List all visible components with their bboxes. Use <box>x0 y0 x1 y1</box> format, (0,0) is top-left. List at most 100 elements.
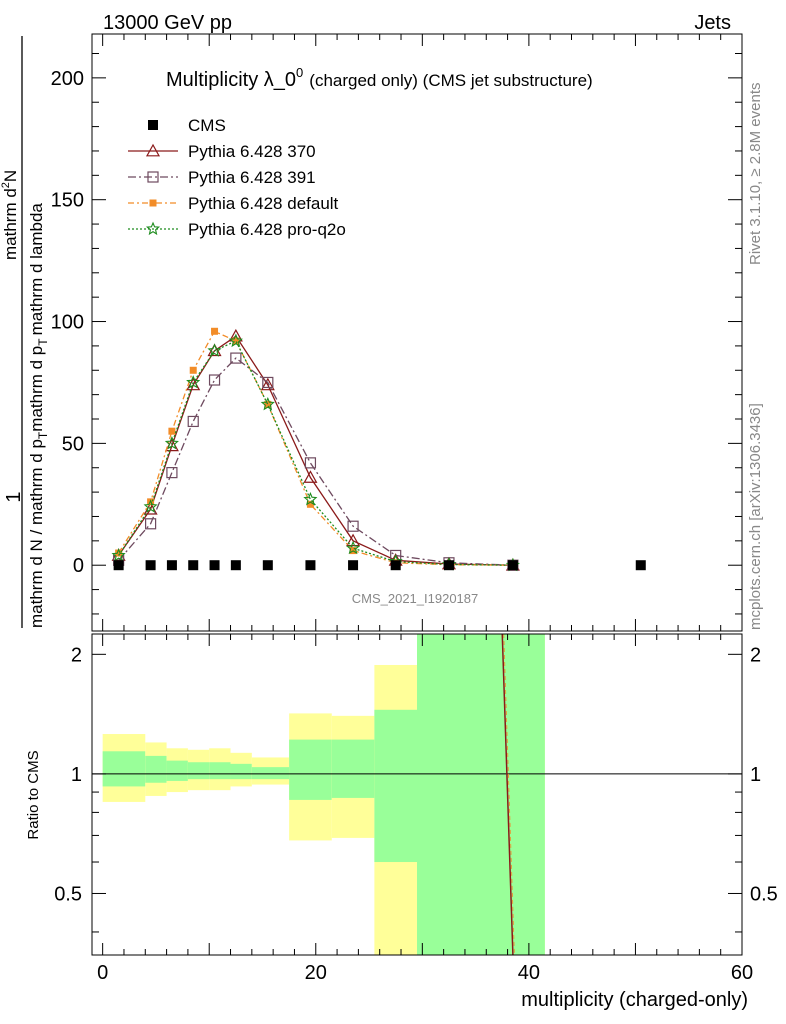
main-plot-data <box>111 327 646 572</box>
ratio-plot-axes: 0 20 40 60 0.5 0.5 1 1 2 2 <box>54 634 778 984</box>
main-y-tick-label: 0 <box>73 555 84 577</box>
legend-item: Pythia 6.428 370 <box>128 142 316 161</box>
ratio-band-green <box>187 762 210 780</box>
x-axis-label: multiplicity (charged-only) <box>521 989 748 1011</box>
main-plot-axes: 0 50 100 150 200 <box>51 34 743 631</box>
ratio-y-tick-label: 1 <box>71 764 82 786</box>
data-point <box>145 560 156 571</box>
ratio-band-green <box>251 767 290 780</box>
data-point <box>305 560 316 571</box>
data-point <box>189 366 197 374</box>
series-2 <box>113 352 519 571</box>
data-point <box>188 560 199 571</box>
main-y-tick-label: 100 <box>51 312 84 334</box>
main-y-tick-label: 150 <box>51 190 84 212</box>
plot-title-main: Multiplicity λ_0 <box>166 69 296 91</box>
main-y-tick-label: 50 <box>62 433 84 455</box>
data-point <box>115 549 123 557</box>
data-point <box>303 470 318 483</box>
data-point <box>207 343 222 357</box>
data-point <box>507 560 518 571</box>
series-line <box>118 340 513 566</box>
main-plot: 0 50 100 150 200 <box>51 33 743 632</box>
data-point <box>207 343 222 357</box>
data-point <box>186 375 201 389</box>
legend: CMS Pythia 6.428 370 Pythia 6.428 391 Pythi… <box>128 116 346 239</box>
data-point <box>260 377 275 391</box>
header-process-label: Jets <box>694 12 731 34</box>
data-point <box>262 376 274 389</box>
data-point <box>346 533 361 547</box>
plot-title-sup: 0 <box>296 65 303 80</box>
data-point <box>264 400 272 408</box>
x-tick-label: 0 <box>97 962 108 984</box>
data-point <box>209 560 220 571</box>
data-point <box>164 435 179 450</box>
data-point <box>166 560 177 571</box>
series-line <box>118 330 513 566</box>
ylabel-top-fraction: mathrm d2N <box>0 170 20 260</box>
ylabel-top-d: mathrm d <box>1 188 20 260</box>
data-point <box>347 520 359 532</box>
plot-title: Multiplicity λ_00 (charged only) (CMS jet… <box>166 65 593 91</box>
ratio-band-green <box>102 751 146 787</box>
x-tick-label: 40 <box>518 962 540 984</box>
ylabel-den-part2: mathrm d p <box>27 346 46 432</box>
ylabel-den-part3: mathrm d lambda <box>27 203 46 336</box>
header-energy-label: 13000 GeV pp <box>103 12 232 34</box>
ylabel-den-T: T <box>36 431 50 439</box>
series-line <box>118 357 513 566</box>
data-point <box>306 500 314 508</box>
data-point <box>148 120 158 130</box>
ylabel-top-N: N <box>1 170 20 182</box>
analysis-watermark: CMS_2021_I1920187 <box>352 591 479 606</box>
data-point <box>187 415 199 428</box>
ylabel-den-T2: T <box>36 338 50 346</box>
ratio-band-green <box>230 763 252 780</box>
ratio-y-tick-label-right: 0.5 <box>750 883 778 905</box>
data-point <box>346 540 361 555</box>
ylabel-top-exp: 2 <box>0 182 12 188</box>
ratio-plot: 0 20 40 60 0.5 0.5 1 1 2 2 <box>54 633 778 984</box>
data-point <box>262 560 273 571</box>
ratio-y-tick-label: 2 <box>71 644 82 666</box>
data-point <box>390 560 401 571</box>
ratio-band-green <box>209 762 231 780</box>
data-point <box>211 327 219 335</box>
legend-item: CMS <box>148 116 226 135</box>
legend-item: Pythia 6.428 default <box>128 194 339 213</box>
plot-title-rest: (charged only) (CMS jet substructure) <box>309 71 592 90</box>
data-point <box>147 171 159 183</box>
ratio-band-green <box>289 739 332 800</box>
ylabel-denominator: mathrm d N / mathrm d pTmathrm d pTmathr… <box>27 203 50 628</box>
ratio-series-line <box>501 633 514 956</box>
data-point <box>113 560 124 571</box>
series-1 <box>111 328 520 571</box>
rivet-version-label: Rivet 3.1.10, ≥ 2.8M events <box>747 83 764 266</box>
data-point <box>232 337 240 345</box>
data-point <box>143 499 158 513</box>
ylabel-numerator: 1 <box>3 491 25 502</box>
legend-item: Pythia 6.428 pro-q2o <box>128 220 346 239</box>
legend-label: Pythia 6.428 370 <box>188 142 316 161</box>
data-point <box>145 221 161 236</box>
data-point <box>145 518 157 530</box>
legend-label: Pythia 6.428 default <box>188 194 339 213</box>
ratio-band-green <box>417 634 545 955</box>
data-point <box>303 491 318 506</box>
x-tick-label: 20 <box>305 962 327 984</box>
series-line <box>118 335 513 566</box>
ratio-plot-frame <box>91 633 743 956</box>
ratio-band-green <box>331 739 375 798</box>
data-point <box>166 467 178 479</box>
legend-item: Pythia 6.428 391 <box>128 168 316 187</box>
ratio-ylabel: Ratio to CMS <box>25 750 42 839</box>
ratio-y-tick-label: 0.5 <box>54 883 82 905</box>
legend-label: Pythia 6.428 391 <box>188 168 316 187</box>
x-tick-label: 60 <box>731 962 753 984</box>
data-point <box>145 143 161 157</box>
data-point <box>111 548 126 562</box>
legend-label: CMS <box>188 116 226 135</box>
ratio-series-line-2 <box>503 633 515 956</box>
data-point <box>168 427 176 435</box>
